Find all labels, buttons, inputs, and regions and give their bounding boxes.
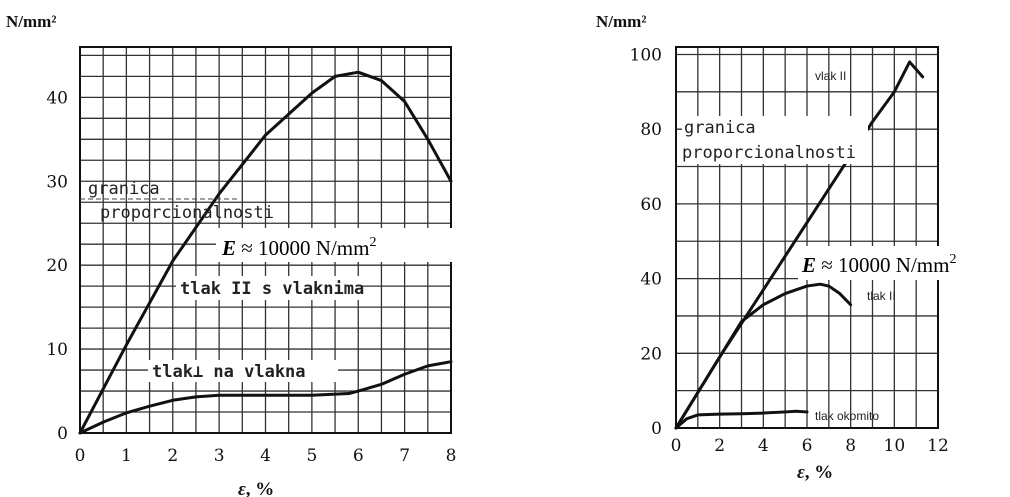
right-modulus-box [798, 246, 1010, 280]
left-x-tick-0: 0 [75, 446, 86, 466]
left-series-line-1 [78, 360, 453, 435]
right-x-tick-0: 0 [671, 436, 682, 456]
left-x-tick-6: 6 [353, 446, 364, 466]
right-x-label: ε, % [797, 462, 833, 483]
right-series-label-tlak: tlak II [867, 289, 896, 303]
right-x-tick-5: 10 [884, 436, 906, 456]
right-series-line-1 [674, 282, 853, 430]
left-series-label-2: tlak⊥ na vlakna [152, 362, 306, 382]
left-x-tick-8: 8 [446, 446, 457, 466]
left-label-box-1 [176, 276, 362, 300]
right-y-tick-3: 60 [640, 195, 662, 215]
left-y-tick-1: 10 [46, 340, 68, 360]
left-series-line-0 [78, 70, 453, 435]
left-x-label: ε, % [238, 479, 274, 497]
right-series-label-vlak: vlak II [815, 69, 846, 83]
right-modulus-text: ≈ 10000 N/mm [816, 253, 949, 277]
left-x-ticks: 0 1 2 3 4 5 6 7 8 [75, 446, 457, 466]
right-chart: N/mm² 0 20 40 60 80 100 0 2 4 6 8 10 12 vlak II gra… [596, 12, 1010, 483]
right-x-tick-6: 12 [927, 436, 949, 456]
right-y-tick-2: 40 [640, 270, 662, 290]
right-y-tick-5: 100 [630, 45, 662, 65]
left-y-tick-0: 0 [57, 424, 68, 444]
right-grid [676, 47, 938, 428]
right-y-tick-0: 0 [651, 419, 662, 439]
left-y-tick-3: 30 [46, 172, 68, 192]
left-x-tick-7: 7 [399, 446, 410, 466]
right-plot-frame [675, 46, 939, 429]
right-x-tick-2: 4 [758, 436, 769, 456]
left-y-ticks: 0 10 20 30 40 [46, 88, 68, 444]
right-series-line-2 [674, 409, 809, 430]
left-label-box-2 [148, 360, 338, 382]
right-modulus-exp: 2 [949, 252, 956, 267]
left-modulus-text: ≈ 10000 N/mm [236, 236, 369, 260]
right-y-tick-4: 80 [640, 120, 662, 140]
right-x-tick-1: 2 [714, 436, 725, 456]
left-modulus-symbol: E [221, 236, 236, 260]
right-x-ticks: 0 2 4 6 8 10 12 [671, 436, 949, 456]
left-series-label-1: tlak II s vlaknima [180, 279, 364, 299]
left-y-tick-4: 40 [46, 88, 68, 108]
right-limit-label-2: proporcionalnosti [682, 143, 856, 163]
left-limit-label-1: granica [88, 179, 160, 199]
left-y-tick-2: 20 [46, 256, 68, 276]
right-y-tick-1: 20 [640, 344, 662, 364]
right-limit-label-1: granica [684, 118, 756, 138]
right-x-tick-4: 8 [845, 436, 856, 456]
right-y-unit: N/mm² [596, 12, 646, 31]
left-chart: N/mm² 0 10 20 30 40 0 1 2 3 4 5 6 7 8 granica propor… [6, 12, 456, 497]
right-y-ticks: 0 20 40 60 80 100 [630, 45, 662, 439]
left-y-unit: N/mm² [6, 12, 56, 31]
left-modulus-label: E ≈ 10000 N/mm2 [221, 235, 376, 260]
right-x-tick-3: 6 [802, 436, 813, 456]
left-x-tick-5: 5 [306, 446, 317, 466]
left-x-tick-4: 4 [260, 446, 271, 466]
right-modulus-symbol: E [801, 253, 816, 277]
left-modulus-exp: 2 [369, 235, 376, 250]
left-limit-label-2: proporcionalnosti [100, 203, 274, 223]
right-series-label-okomito: tlak okomito [815, 409, 879, 423]
left-curves [78, 70, 453, 435]
left-modulus-box [216, 228, 452, 262]
left-x-tick-3: 3 [214, 446, 225, 466]
left-x-tick-2: 2 [167, 446, 178, 466]
right-limit-box [682, 116, 868, 164]
left-x-tick-1: 1 [121, 446, 132, 466]
right-modulus-label: E ≈ 10000 N/mm2 [801, 252, 956, 277]
